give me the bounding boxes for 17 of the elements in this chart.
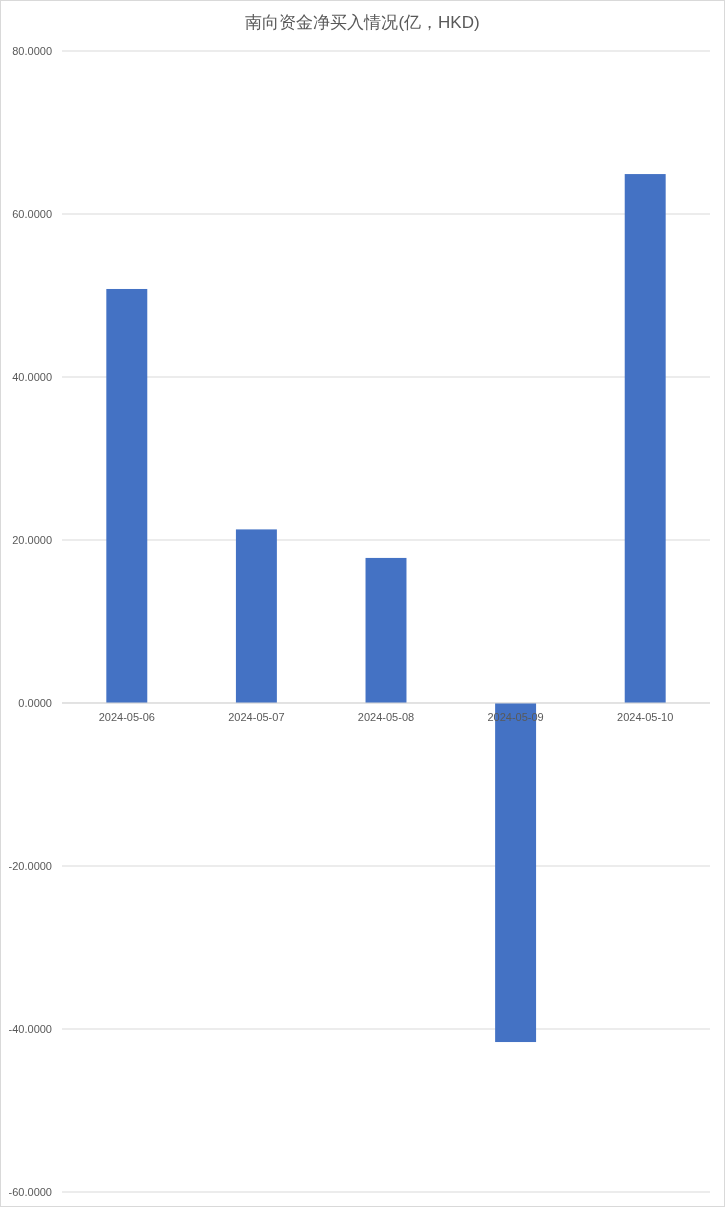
- bar: [365, 557, 407, 703]
- y-tick-label: 20.0000: [12, 534, 52, 546]
- y-tick-label: 60.0000: [12, 208, 52, 220]
- x-tick-label: 2024-05-06: [98, 711, 155, 723]
- x-tick-label: 2024-05-10: [617, 711, 674, 723]
- y-tick-label: 40.0000: [12, 371, 52, 383]
- y-tick-label: -60.0000: [8, 1186, 52, 1198]
- y-tick-label: 80.0000: [12, 45, 52, 57]
- x-tick-label: 2024-05-08: [357, 711, 415, 723]
- bar: [235, 529, 277, 703]
- x-tick-label: 2024-05-07: [228, 711, 285, 723]
- y-tick-label: -40.0000: [8, 1023, 52, 1035]
- y-tick-label: 0.0000: [18, 697, 52, 709]
- bar: [624, 174, 666, 703]
- chart-title: 南向资金净买入情况(亿，HKD): [245, 13, 480, 32]
- y-tick-label: -20.0000: [8, 860, 52, 872]
- bar: [106, 288, 148, 703]
